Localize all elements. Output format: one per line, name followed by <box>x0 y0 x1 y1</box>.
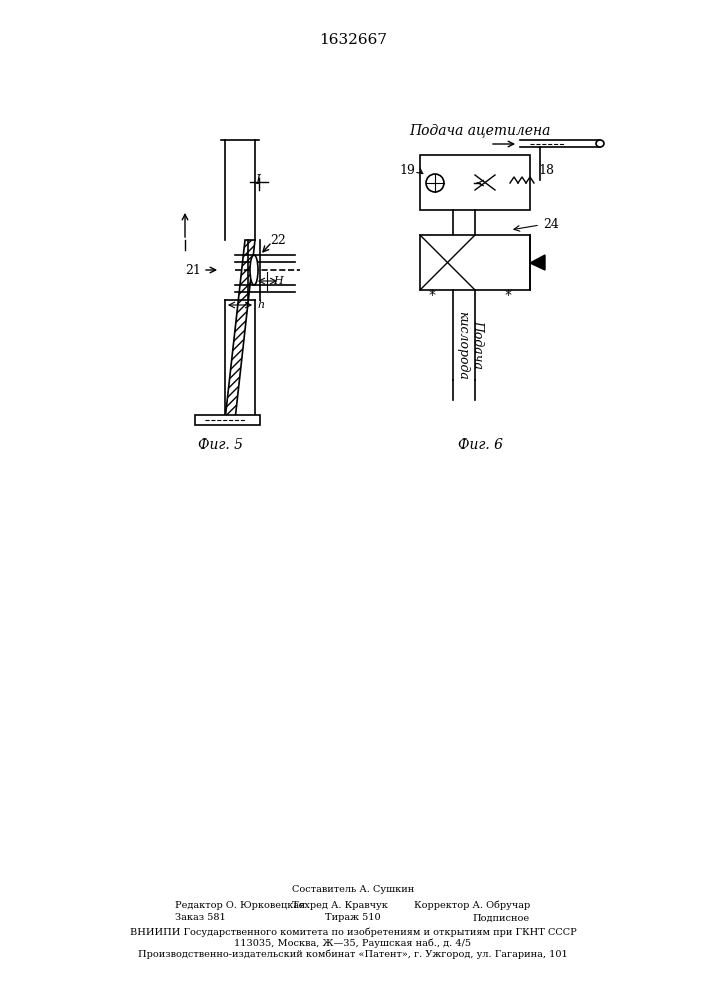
Text: Подача ацетилена: Подача ацетилена <box>409 123 551 137</box>
Text: Производственно-издательский комбинат «Патент», г. Ужгород, ул. Гагарина, 101: Производственно-издательский комбинат «П… <box>138 949 568 959</box>
Text: ВНИИПИ Государственного комитета по изобретениям и открытиям при ГКНТ СССР: ВНИИПИ Государственного комитета по изоб… <box>129 927 576 937</box>
Text: 21: 21 <box>185 263 201 276</box>
Bar <box>420 155 530 210</box>
Bar <box>195 415 260 425</box>
Text: 22: 22 <box>270 233 286 246</box>
Text: Редактор О. Юрковецкая: Редактор О. Юрковецкая <box>175 900 305 910</box>
Text: Тираж 510: Тираж 510 <box>325 914 381 922</box>
Text: Корректор А. Обручар: Корректор А. Обручар <box>414 900 530 910</box>
Text: H: H <box>273 276 283 286</box>
Ellipse shape <box>596 140 604 147</box>
Text: Техред А. Кравчук: Техред А. Кравчук <box>292 900 388 910</box>
Text: 1632667: 1632667 <box>319 33 387 47</box>
Text: 19: 19 <box>399 163 415 176</box>
Text: 18: 18 <box>538 163 554 176</box>
Text: I: I <box>255 174 260 186</box>
Text: Заказ 581: Заказ 581 <box>175 914 226 922</box>
Text: Фиг. 5: Фиг. 5 <box>197 438 243 452</box>
Text: Составитель А. Сушкин: Составитель А. Сушкин <box>292 886 414 894</box>
Text: *: * <box>505 288 511 302</box>
Ellipse shape <box>250 255 258 285</box>
Text: 113035, Москва, Ж—35, Раушская наб., д. 4/5: 113035, Москва, Ж—35, Раушская наб., д. … <box>235 938 472 948</box>
Text: Фиг. 6: Фиг. 6 <box>457 438 503 452</box>
Text: 24: 24 <box>543 219 559 232</box>
Text: *: * <box>428 288 436 302</box>
Text: Подписное: Подписное <box>473 914 530 922</box>
Polygon shape <box>225 240 255 420</box>
Polygon shape <box>530 255 545 270</box>
Bar <box>420 235 530 290</box>
Text: h: h <box>257 300 264 310</box>
Text: Подача
кислорода: Подача кислорода <box>456 311 484 379</box>
